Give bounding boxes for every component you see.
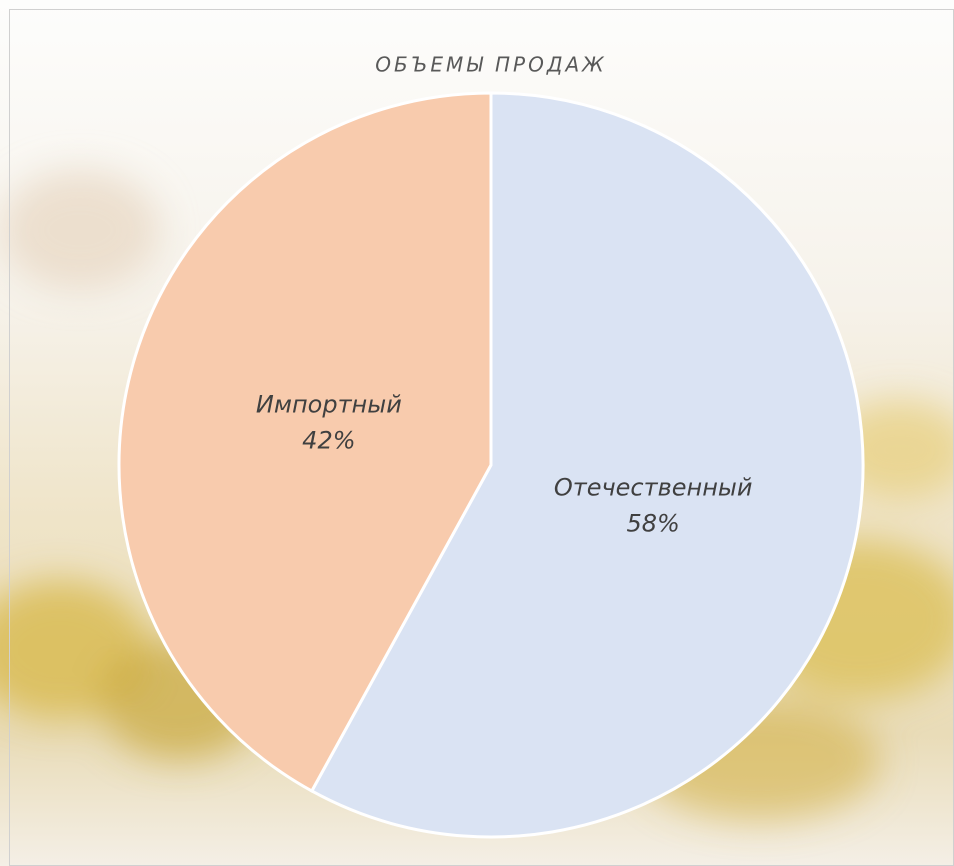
slice-value-label: 42% — [302, 426, 355, 454]
page: {"chart_data": {"type": "pie", "title": … — [0, 0, 954, 866]
chart-title: ОБЪЕМЫ ПРОДАЖ — [375, 53, 606, 77]
slice-category-label: Импортный — [256, 390, 402, 418]
slice-category-label: Отечественный — [554, 474, 753, 502]
chart: ОБЪЕМЫ ПРОДАЖ Отечественный 58% Импортный 4… — [0, 0, 954, 866]
slice-value-label: 58% — [626, 510, 679, 538]
